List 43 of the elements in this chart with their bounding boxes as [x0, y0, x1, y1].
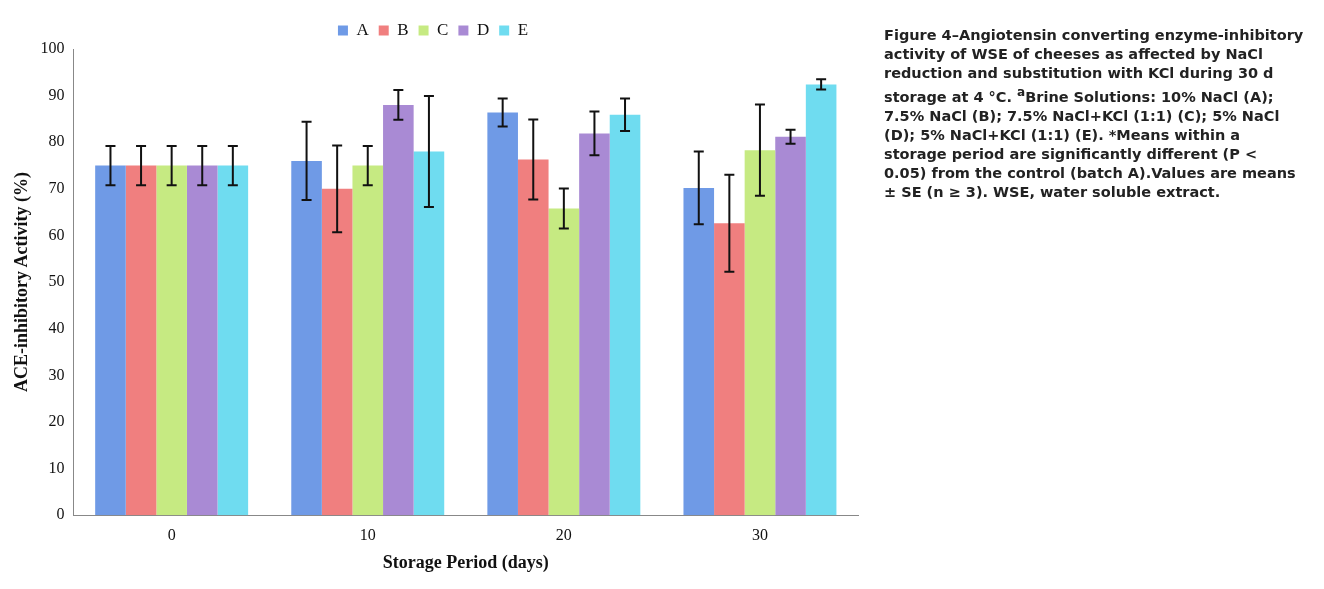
legend-label: A: [356, 19, 370, 39]
bar: [775, 136, 806, 516]
x-tick-label: 30: [751, 526, 768, 543]
bar: [744, 150, 776, 516]
y-tick-label: 30: [48, 365, 65, 383]
legend-label: D: [476, 19, 490, 39]
y-tick-label: 70: [48, 179, 65, 197]
y-tick-label: 60: [48, 225, 65, 243]
bar: [291, 160, 322, 516]
bar: [352, 165, 384, 516]
bar: [95, 165, 126, 516]
y-tick-label: 100: [40, 39, 65, 57]
text: Figure 4–Angiotensin converting enzyme-inhibitory activity of WSE of cheeses as affected by NaCl reduction and substitution with KCl during 30 d storage at 4 °C. $^{a}$Brine Solutions: 10% NaCl (A); 7.5% NaCl (B); 7.5% NaCl+KCl (1:1) (C); 5% NaCl (D); 5% NaCl+KCl (1:1) (E). *Means within a storage period are significantly different (P < 0.05) from the control (batch A).Values are means ± SE (n ≥ 3). WSE, water soluble extract.: [884, 27, 1304, 200]
x-tick-label: 0: [167, 526, 176, 543]
bar: [487, 112, 518, 516]
y-tick-label: 10: [48, 458, 65, 476]
legend-label: E: [517, 19, 529, 39]
bar: [517, 159, 549, 516]
y-axis-title: ACE-inhibitory Activity (%): [11, 172, 33, 393]
y-tick-label: 80: [48, 132, 65, 150]
legend-label: B: [397, 19, 409, 39]
y-tick-label: 40: [48, 318, 65, 336]
y-tick-label: 0: [56, 505, 65, 523]
bar: [217, 165, 249, 516]
y-tick-label: 50: [48, 272, 65, 290]
y-tick-label: 20: [48, 412, 65, 430]
x-axis-title: Storage Period (days): [382, 551, 549, 573]
bar: [186, 165, 218, 516]
bar: [579, 133, 610, 516]
bar: [548, 208, 580, 516]
bar: [321, 188, 353, 516]
bar: [383, 104, 414, 516]
x-tick-label: 10: [359, 526, 376, 543]
bar: [805, 84, 837, 516]
bar: [125, 165, 157, 516]
bar: [683, 187, 715, 516]
legend-label: C: [437, 19, 449, 39]
bar: [609, 114, 641, 516]
bar: [714, 223, 745, 516]
y-tick-label: 90: [48, 85, 65, 103]
bar: [156, 165, 187, 516]
bar: [413, 151, 445, 516]
x-tick-label: 20: [555, 526, 572, 543]
